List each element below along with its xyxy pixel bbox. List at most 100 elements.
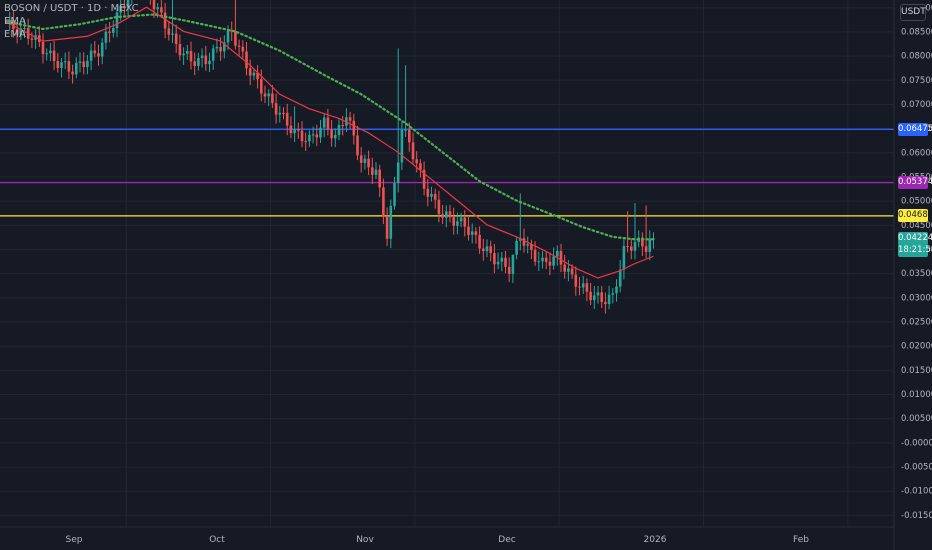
y-tick-label: 0.00500: [901, 414, 932, 424]
candle-body: [174, 33, 178, 44]
candle-body: [271, 93, 274, 104]
candle-body: [41, 42, 45, 54]
candle-body: [474, 231, 478, 235]
candle-body: [108, 31, 111, 33]
currency-button[interactable]: USDT: [900, 4, 926, 21]
candle-body: [215, 46, 219, 49]
candle-body: [237, 45, 241, 47]
x-tick-label: Sep: [66, 535, 83, 545]
candle-body: [419, 163, 422, 170]
ema-slow-line: [4, 13, 655, 241]
candle-body: [482, 248, 485, 252]
candle-body: [234, 31, 237, 46]
candle-body: [348, 117, 352, 121]
candle-body: [459, 217, 463, 222]
candle-body: [570, 268, 574, 275]
candle-body: [385, 216, 389, 239]
candle-body: [593, 295, 596, 301]
price-tag-current: 0.04224: [898, 231, 932, 245]
candle-body: [93, 50, 97, 54]
candle-body: [415, 159, 418, 164]
candle-body: [478, 234, 481, 249]
candle-body: [567, 268, 570, 272]
candle-body: [400, 129, 404, 163]
candle-body: [189, 51, 193, 62]
candle-body: [585, 283, 589, 292]
candle-body: [297, 129, 300, 131]
candle-body: [193, 61, 196, 66]
candle-body: [334, 134, 337, 139]
candle-body: [396, 162, 400, 184]
candle-body: [322, 117, 326, 128]
candle-body: [371, 167, 374, 175]
candle-body: [648, 239, 652, 253]
candle-body: [60, 62, 63, 69]
candle-body: [467, 226, 470, 235]
candle-body: [537, 261, 541, 263]
candle-body: [326, 117, 330, 130]
candle-body: [56, 61, 60, 69]
candle-body: [97, 53, 100, 57]
candle-body: [500, 257, 504, 262]
candle-body: [71, 71, 74, 75]
candle-body: [285, 112, 289, 126]
x-tick-label: Dec: [498, 535, 515, 545]
candle-body: [448, 211, 452, 218]
x-tick-label: Nov: [356, 535, 374, 545]
candle-body: [256, 72, 259, 80]
candle-body: [104, 31, 108, 43]
candle-body: [15, 29, 19, 35]
candle-body: [86, 60, 89, 68]
candle-body: [226, 30, 230, 43]
candle-body: [19, 28, 23, 35]
candle-body: [433, 193, 437, 200]
y-tick-label: -0.00000: [901, 438, 932, 448]
candle-body: [504, 257, 507, 267]
candle-body: [445, 211, 448, 218]
ema-legend-1[interactable]: EMA: [4, 16, 26, 27]
candle-body: [378, 169, 381, 188]
candle-body: [363, 158, 367, 163]
ema-lines: [4, 6, 655, 279]
candle-body: [337, 125, 341, 135]
candle-body: [219, 46, 222, 52]
candle-body: [289, 125, 293, 134]
candle-body: [282, 112, 285, 114]
candle-countdown: 18:21:58: [898, 243, 932, 257]
candle-body: [574, 274, 578, 287]
candle-body: [304, 141, 307, 143]
candle-body: [248, 68, 252, 76]
candle-body: [200, 55, 204, 58]
candle-body: [293, 129, 296, 134]
candle-body: [430, 193, 433, 197]
ema-legend-2[interactable]: EMA: [4, 29, 26, 40]
candle-body: [493, 253, 496, 265]
symbol-title[interactable]: BOSON / USDT · 1D · MEXC: [4, 3, 139, 14]
y-tick-label: -0.00500: [901, 463, 932, 473]
candle-body: [644, 246, 648, 253]
candle-body: [470, 231, 474, 235]
candle-body: [152, 0, 156, 10]
candle-body: [578, 286, 581, 288]
candle-body: [626, 246, 629, 248]
candle-body: [300, 130, 304, 142]
candle-body: [245, 51, 248, 69]
candle-body: [75, 62, 78, 75]
candle-body: [352, 120, 356, 136]
candle-body: [167, 28, 171, 35]
candle-body: [437, 199, 441, 215]
candle-body: [611, 293, 615, 295]
